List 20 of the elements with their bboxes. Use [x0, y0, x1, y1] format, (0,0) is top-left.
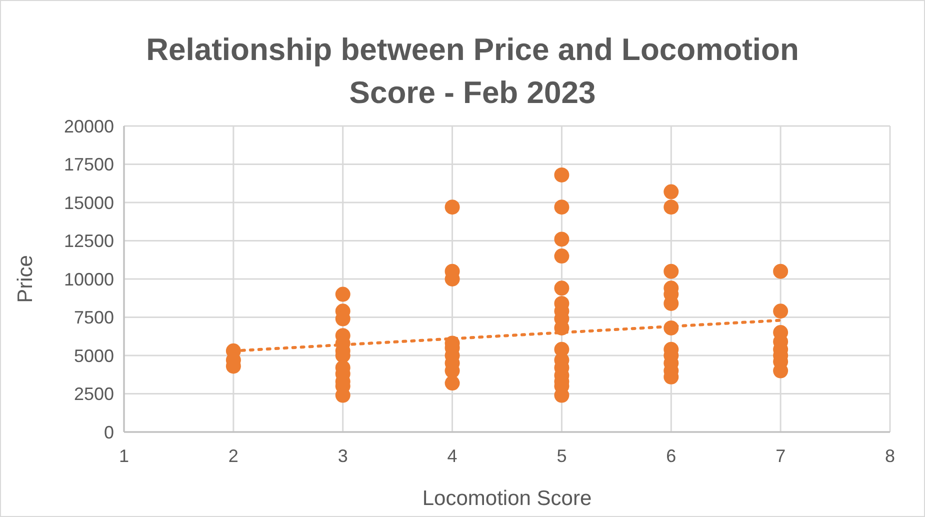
y-tick-label: 5000 [74, 346, 114, 366]
x-tick-label: 1 [118, 446, 130, 466]
x-tick-label: 2 [228, 446, 238, 466]
y-tick-label: 15000 [64, 192, 114, 213]
chart-title: Relationship between Price and Locomotion Score - Feb 2023 [146, 32, 799, 110]
y-tick-label: 12500 [64, 231, 114, 252]
y-tick-label: 7500 [74, 308, 114, 328]
y-tick-label: 20000 [64, 116, 114, 136]
y-tick-label: 0 [104, 422, 114, 442]
y-axis-title: Price [14, 255, 37, 303]
x-tick-label: 4 [447, 446, 458, 466]
x-tick-label: 6 [666, 446, 676, 466]
x-tick-label: 8 [884, 446, 896, 466]
y-tick-label: 2500 [74, 384, 114, 404]
x-axis-title: Locomotion Score [422, 487, 592, 510]
x-tick-label: 3 [338, 446, 348, 466]
y-tick-label: 10000 [64, 269, 114, 290]
y-tick-label: 17500 [64, 154, 114, 175]
x-tick-label: 7 [776, 446, 786, 466]
x-tick-label: 5 [556, 446, 567, 466]
